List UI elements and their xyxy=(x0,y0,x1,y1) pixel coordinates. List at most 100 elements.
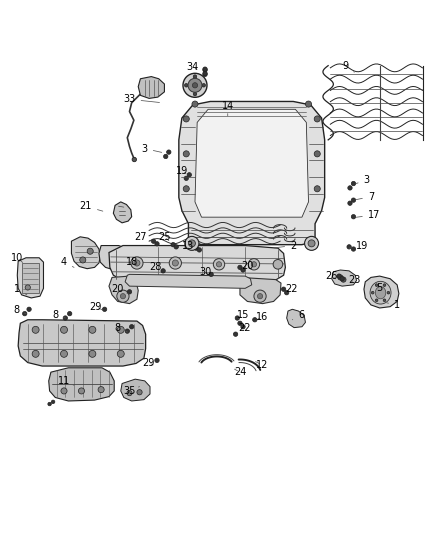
Ellipse shape xyxy=(87,248,93,254)
Text: 13: 13 xyxy=(182,240,194,251)
Ellipse shape xyxy=(348,201,352,205)
Ellipse shape xyxy=(197,248,201,252)
Text: 21: 21 xyxy=(80,201,103,211)
Ellipse shape xyxy=(235,316,240,320)
Ellipse shape xyxy=(134,260,140,266)
Ellipse shape xyxy=(341,277,346,282)
Ellipse shape xyxy=(370,281,391,304)
Text: 16: 16 xyxy=(256,312,268,322)
Ellipse shape xyxy=(351,198,356,203)
Ellipse shape xyxy=(314,185,320,192)
Ellipse shape xyxy=(184,84,188,87)
Text: 5: 5 xyxy=(372,284,383,294)
Ellipse shape xyxy=(117,290,129,302)
Text: 18: 18 xyxy=(126,257,138,267)
Polygon shape xyxy=(17,258,43,298)
Text: 35: 35 xyxy=(124,386,140,396)
Ellipse shape xyxy=(314,116,320,122)
Ellipse shape xyxy=(185,236,199,251)
Text: 29: 29 xyxy=(90,302,102,312)
Ellipse shape xyxy=(163,154,168,159)
Ellipse shape xyxy=(174,245,178,249)
Text: 8: 8 xyxy=(115,324,127,334)
Ellipse shape xyxy=(98,386,104,393)
Text: 22: 22 xyxy=(238,324,251,334)
Ellipse shape xyxy=(371,292,374,294)
Text: 20: 20 xyxy=(112,284,128,294)
Polygon shape xyxy=(240,277,281,304)
Ellipse shape xyxy=(172,260,178,266)
Polygon shape xyxy=(113,202,132,223)
Ellipse shape xyxy=(183,74,207,98)
Ellipse shape xyxy=(203,68,207,72)
Ellipse shape xyxy=(25,285,30,290)
Text: 27: 27 xyxy=(134,232,151,242)
Ellipse shape xyxy=(375,299,378,302)
Text: 9: 9 xyxy=(343,61,354,72)
Ellipse shape xyxy=(314,151,320,157)
Ellipse shape xyxy=(202,84,205,87)
Ellipse shape xyxy=(137,390,142,395)
Ellipse shape xyxy=(127,391,132,395)
Text: 2: 2 xyxy=(274,240,297,251)
Ellipse shape xyxy=(348,185,352,190)
Ellipse shape xyxy=(209,272,213,277)
Text: 6: 6 xyxy=(292,310,304,320)
Text: 14: 14 xyxy=(222,101,234,116)
Text: 26: 26 xyxy=(325,271,338,281)
Ellipse shape xyxy=(233,332,238,336)
Ellipse shape xyxy=(22,311,27,316)
Polygon shape xyxy=(99,246,137,271)
Ellipse shape xyxy=(193,92,197,96)
Text: 34: 34 xyxy=(187,61,199,71)
Ellipse shape xyxy=(203,72,207,77)
Ellipse shape xyxy=(188,240,195,247)
Ellipse shape xyxy=(387,292,390,294)
Ellipse shape xyxy=(120,294,126,299)
Ellipse shape xyxy=(192,101,198,107)
Ellipse shape xyxy=(253,318,257,322)
Ellipse shape xyxy=(241,268,245,272)
Polygon shape xyxy=(109,276,138,304)
Ellipse shape xyxy=(248,259,260,270)
Polygon shape xyxy=(179,101,325,245)
Polygon shape xyxy=(125,274,252,288)
Ellipse shape xyxy=(308,240,315,247)
Ellipse shape xyxy=(130,325,134,329)
Ellipse shape xyxy=(203,67,207,71)
Text: 25: 25 xyxy=(158,232,171,242)
Ellipse shape xyxy=(183,116,189,122)
Ellipse shape xyxy=(89,326,96,333)
Ellipse shape xyxy=(194,246,198,251)
Text: 28: 28 xyxy=(149,262,162,272)
Ellipse shape xyxy=(351,215,356,219)
Text: 15: 15 xyxy=(237,310,249,320)
Ellipse shape xyxy=(238,321,242,326)
Ellipse shape xyxy=(27,307,31,311)
Ellipse shape xyxy=(60,350,67,357)
Ellipse shape xyxy=(131,257,143,269)
Text: 1: 1 xyxy=(14,284,27,295)
Text: 10: 10 xyxy=(11,253,23,263)
Text: 30: 30 xyxy=(199,266,211,277)
Ellipse shape xyxy=(67,311,72,316)
Ellipse shape xyxy=(304,236,318,251)
Ellipse shape xyxy=(161,269,165,273)
Polygon shape xyxy=(138,77,164,99)
Ellipse shape xyxy=(60,326,67,333)
Text: 7: 7 xyxy=(356,192,374,201)
Ellipse shape xyxy=(375,284,378,286)
Ellipse shape xyxy=(375,287,386,299)
Polygon shape xyxy=(109,246,286,283)
Text: 17: 17 xyxy=(356,210,380,220)
Ellipse shape xyxy=(337,274,341,278)
Ellipse shape xyxy=(193,75,197,78)
Ellipse shape xyxy=(155,358,159,362)
Polygon shape xyxy=(71,237,100,269)
Ellipse shape xyxy=(187,173,191,177)
Text: 8: 8 xyxy=(13,305,26,315)
Ellipse shape xyxy=(80,257,86,263)
Ellipse shape xyxy=(254,290,266,302)
Polygon shape xyxy=(364,276,399,308)
Ellipse shape xyxy=(258,294,263,299)
